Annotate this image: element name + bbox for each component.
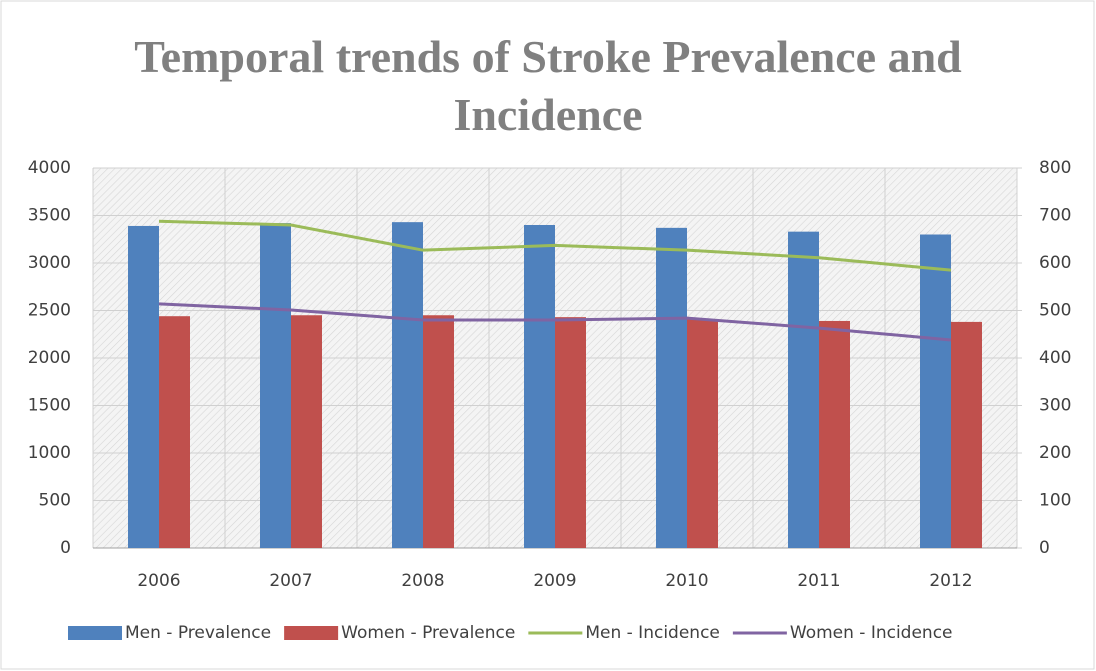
y2-tick-label: 600 bbox=[1039, 253, 1071, 273]
bar bbox=[819, 320, 850, 548]
y-tick-label: 1000 bbox=[28, 443, 71, 463]
y2-tick-label: 200 bbox=[1039, 443, 1071, 463]
bar bbox=[260, 223, 291, 548]
y-tick-label: 0 bbox=[60, 538, 71, 558]
bar bbox=[159, 316, 190, 548]
legend-label: Women - Prevalence bbox=[341, 623, 515, 643]
y2-tick-label: 700 bbox=[1039, 206, 1071, 226]
legend-label: Men - Prevalence bbox=[125, 623, 271, 643]
y2-tick-label: 0 bbox=[1039, 538, 1050, 558]
bar bbox=[423, 315, 454, 548]
line bbox=[158, 302, 952, 342]
x-tick-label: 2009 bbox=[533, 571, 576, 591]
bar bbox=[788, 231, 819, 548]
y2-tick-label: 800 bbox=[1039, 158, 1071, 178]
legend-swatch bbox=[284, 626, 339, 640]
chart-title: Temporal trends of Stroke Prevalence and… bbox=[134, 31, 962, 140]
bar bbox=[656, 227, 687, 548]
y-tick-label: 2000 bbox=[28, 348, 71, 368]
legend-swatch bbox=[68, 626, 122, 640]
bar bbox=[687, 319, 718, 548]
x-tick-label: 2011 bbox=[797, 571, 840, 591]
y-tick-label: 500 bbox=[39, 491, 71, 511]
bar bbox=[951, 321, 982, 548]
x-tick-label: 2007 bbox=[269, 571, 312, 591]
x-tick-label: 2010 bbox=[665, 571, 708, 591]
legend-label: Men - Incidence bbox=[585, 623, 720, 643]
line bbox=[158, 219, 952, 272]
bar bbox=[555, 317, 586, 548]
y2-tick-label: 500 bbox=[1039, 301, 1071, 321]
bar bbox=[392, 222, 423, 548]
bar bbox=[920, 234, 951, 548]
y-tick-label: 1500 bbox=[28, 396, 71, 416]
y2-tick-label: 300 bbox=[1039, 396, 1071, 416]
bar bbox=[291, 315, 322, 548]
x-tick-label: 2006 bbox=[137, 571, 180, 591]
x-tick-label: 2008 bbox=[401, 571, 444, 591]
y-tick-label: 4000 bbox=[28, 158, 71, 178]
legend-label: Women - Incidence bbox=[790, 623, 953, 643]
y-tick-label: 3500 bbox=[28, 206, 71, 226]
bar bbox=[128, 225, 159, 548]
x-tick-label: 2012 bbox=[929, 571, 972, 591]
y2-tick-label: 100 bbox=[1039, 491, 1071, 511]
bar bbox=[524, 225, 555, 548]
y-tick-label: 2500 bbox=[28, 301, 71, 321]
y2-tick-label: 400 bbox=[1039, 348, 1071, 368]
y-tick-label: 3000 bbox=[28, 253, 71, 273]
